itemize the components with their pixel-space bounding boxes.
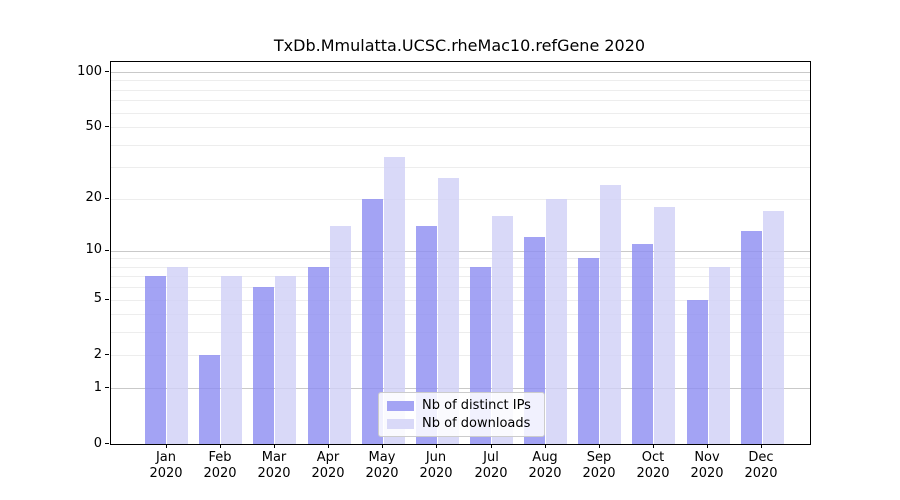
chart-title: TxDb.Mmulatta.UCSC.rheMac10.refGene 2020 — [273, 36, 646, 55]
x-axis-tick — [328, 444, 329, 448]
minor-gridline — [111, 332, 810, 333]
legend-swatch-distinct-ips — [387, 400, 414, 411]
bar-distinct-ips-sep — [578, 258, 599, 444]
y-tick-label: 2 — [93, 347, 102, 362]
x-tick-label: Jan 2020 — [149, 450, 183, 481]
legend: Nb of distinct IPs Nb of downloads — [378, 392, 545, 437]
x-tick-label: May 2020 — [365, 450, 399, 481]
x-axis-tick — [707, 444, 708, 448]
minor-gridline — [111, 145, 810, 146]
x-tick-label: Sep 2020 — [582, 450, 616, 481]
y-axis-tick — [105, 354, 109, 355]
bar-distinct-ips-jan — [145, 276, 166, 444]
bar-downloads-jun — [438, 178, 459, 444]
x-axis-tick — [599, 444, 600, 448]
bar-downloads-oct — [654, 207, 675, 444]
x-axis-tick — [166, 444, 167, 448]
bar-distinct-ips-nov — [687, 300, 708, 444]
bar-distinct-ips-jun — [416, 226, 437, 444]
legend-label-downloads: Nb of downloads — [422, 416, 531, 431]
legend-swatch-downloads — [387, 418, 414, 429]
bar-distinct-ips-oct — [632, 244, 653, 444]
bar-downloads-sep — [600, 185, 621, 444]
x-tick-label: Feb 2020 — [203, 450, 237, 481]
x-tick-label: Mar 2020 — [257, 450, 291, 481]
bar-downloads-nov — [709, 267, 730, 444]
x-tick-label: Jul 2020 — [474, 450, 508, 481]
x-axis-tick — [220, 444, 221, 448]
legend-label-distinct-ips: Nb of distinct IPs — [422, 398, 531, 413]
bar-distinct-ips-may — [362, 199, 383, 444]
bar-distinct-ips-feb — [199, 355, 220, 444]
plot-area — [110, 61, 811, 445]
bar-distinct-ips-apr — [308, 267, 329, 444]
y-axis-tick — [105, 299, 109, 300]
x-tick-label: Jun 2020 — [419, 450, 453, 481]
x-axis-tick — [761, 444, 762, 448]
y-tick-label: 10 — [85, 242, 102, 257]
x-axis-tick — [491, 444, 492, 448]
y-tick-label: 1 — [93, 380, 102, 395]
minor-gridline — [111, 267, 810, 268]
x-tick-label: Dec 2020 — [744, 450, 778, 481]
bar-downloads-jan — [167, 267, 188, 444]
bar-downloads-mar — [275, 276, 296, 444]
major-gridline — [111, 72, 810, 73]
minor-gridline — [111, 199, 810, 200]
x-axis-tick — [382, 444, 383, 448]
bar-distinct-ips-dec — [741, 231, 762, 444]
y-axis-tick — [105, 71, 109, 72]
x-axis-tick — [545, 444, 546, 448]
legend-row-distinct-ips: Nb of distinct IPs — [387, 398, 536, 413]
minor-gridline — [111, 300, 810, 301]
minor-gridline — [111, 167, 810, 168]
bar-distinct-ips-mar — [253, 287, 274, 444]
y-axis-tick — [105, 250, 109, 251]
y-axis-tick — [105, 198, 109, 199]
y-axis-tick — [105, 126, 109, 127]
y-tick-label: 20 — [85, 190, 102, 205]
bar-downloads-apr — [330, 226, 351, 444]
y-tick-label: 50 — [85, 119, 102, 134]
minor-gridline — [111, 80, 810, 81]
bar-downloads-may — [384, 157, 405, 444]
legend-row-downloads: Nb of downloads — [387, 416, 536, 431]
minor-gridline — [111, 100, 810, 101]
minor-gridline — [111, 113, 810, 114]
y-tick-label: 5 — [93, 291, 102, 306]
x-axis-tick — [653, 444, 654, 448]
bar-downloads-aug — [546, 199, 567, 444]
y-tick-label: 100 — [77, 64, 102, 79]
minor-gridline — [111, 90, 810, 91]
y-axis-tick — [105, 387, 109, 388]
x-tick-label: Oct 2020 — [636, 450, 670, 481]
minor-gridline — [111, 287, 810, 288]
minor-gridline — [111, 355, 810, 356]
y-tick-label: 0 — [93, 436, 102, 451]
minor-gridline — [111, 127, 810, 128]
major-gridline — [111, 251, 810, 252]
x-axis-tick — [436, 444, 437, 448]
bar-downloads-feb — [221, 276, 242, 444]
bar-downloads-jul — [492, 216, 513, 444]
minor-gridline — [111, 258, 810, 259]
major-gridline — [111, 388, 810, 389]
minor-gridline — [111, 314, 810, 315]
y-axis-tick — [105, 443, 109, 444]
x-tick-label: Apr 2020 — [311, 450, 345, 481]
minor-gridline — [111, 276, 810, 277]
x-tick-label: Nov 2020 — [690, 450, 724, 481]
x-axis-tick — [274, 444, 275, 448]
bar-downloads-dec — [763, 211, 784, 444]
x-tick-label: Aug 2020 — [528, 450, 562, 481]
